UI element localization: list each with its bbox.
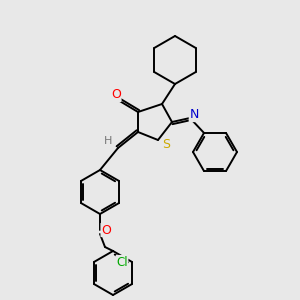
Text: Cl: Cl [116,256,128,268]
Text: N: N [189,109,199,122]
Text: H: H [104,136,112,146]
Text: S: S [162,139,170,152]
Text: O: O [101,224,111,236]
Text: O: O [111,88,121,101]
